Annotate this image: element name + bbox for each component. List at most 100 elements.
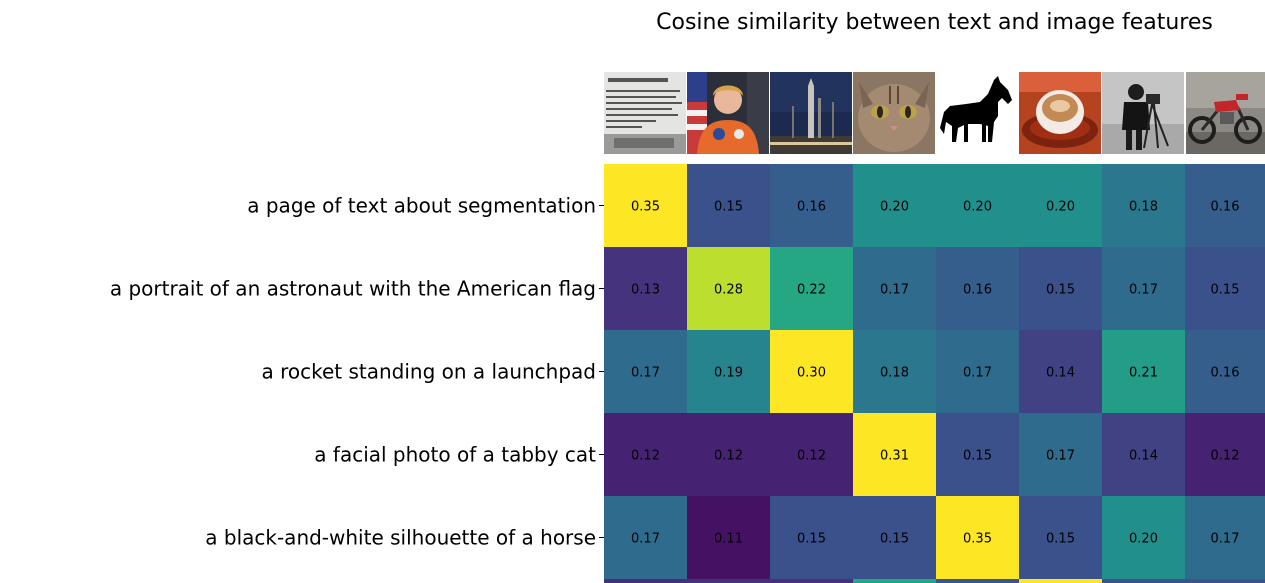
- row-label: a page of text about segmentation: [247, 194, 596, 218]
- cell-value-label: 0.12: [797, 449, 826, 464]
- heatmap-cell: [687, 413, 770, 496]
- cell-value-label: 0.17: [963, 366, 992, 381]
- heatmap-cell: [770, 247, 853, 330]
- heatmap-cell-partial: [1185, 579, 1265, 583]
- heatmap-cell: [770, 496, 853, 579]
- cell-value-label: 0.12: [631, 449, 660, 464]
- cell-value-label: 0.17: [1211, 532, 1240, 547]
- cell-value-label: 0.15: [797, 532, 826, 547]
- heatmap-cell: [1185, 164, 1265, 247]
- heatmap-cell: [1102, 330, 1185, 413]
- motorcycle-image: [1186, 72, 1265, 154]
- cell-value-label: 0.35: [631, 200, 660, 215]
- heatmap-cell: [1019, 164, 1102, 247]
- heatmap-cell: [853, 247, 936, 330]
- cell-value-label: 0.22: [797, 283, 826, 298]
- heatmap-value-labels: 0.35 0.15 0.16 0.20 0.20 0.20 0.18 0.16 0.13 0.28…: [631, 200, 1239, 547]
- row-label: a facial photo of a tabby cat: [314, 443, 596, 467]
- heatmap-cell: [1019, 496, 1102, 579]
- cell-value-label: 0.15: [714, 200, 743, 215]
- heatmap-cell: [1102, 247, 1185, 330]
- cell-value-label: 0.20: [963, 200, 992, 215]
- horse-image: [936, 72, 1018, 154]
- rocket-image: [770, 72, 852, 154]
- astronaut-image: [687, 72, 769, 154]
- heatmap-cell: [1185, 413, 1265, 496]
- heatmap-cell-partial: [604, 579, 687, 583]
- cameraman-image: [1102, 72, 1184, 154]
- cell-value-label: 0.15: [1046, 532, 1075, 547]
- cell-value-label: 0.20: [1046, 200, 1075, 215]
- heatmap-cell: [604, 496, 687, 579]
- row-label: a rocket standing on a launchpad: [261, 360, 596, 384]
- cell-value-label: 0.28: [714, 283, 743, 298]
- row-label: a black-and-white silhouette of a horse: [205, 526, 596, 550]
- cell-value-label: 0.17: [631, 532, 660, 547]
- heatmap-cell: [770, 413, 853, 496]
- heatmap-cell: [604, 247, 687, 330]
- cell-value-label: 0.18: [1129, 200, 1158, 215]
- heatmap-cell: [1019, 330, 1102, 413]
- heatmap-cell: [936, 164, 1019, 247]
- row-label: a portrait of an astronaut with the Amer…: [110, 277, 596, 301]
- cell-value-label: 0.14: [1046, 366, 1075, 381]
- heatmap-cell: [936, 413, 1019, 496]
- cell-value-label: 0.17: [1129, 283, 1158, 298]
- heatmap-cell: [853, 330, 936, 413]
- cell-value-label: 0.21: [1129, 366, 1158, 381]
- cell-value-label: 0.19: [714, 366, 743, 381]
- heatmap-cell-partial: [770, 579, 853, 583]
- heatmap-cell: [1185, 247, 1265, 330]
- chart-title: Cosine similarity between text and image…: [656, 10, 1213, 35]
- cell-value-label: 0.18: [880, 366, 909, 381]
- cat-image: [853, 72, 935, 154]
- heatmap-cell: [853, 164, 936, 247]
- heatmap-cell-partial: [1019, 579, 1102, 583]
- cell-value-label: 0.30: [797, 366, 826, 381]
- heatmap-cell: [853, 413, 936, 496]
- heatmap-cell: [936, 330, 1019, 413]
- heatmap-cell: [770, 330, 853, 413]
- cell-value-label: 0.12: [714, 449, 743, 464]
- heatmap-cell: [687, 164, 770, 247]
- heatmap-cell: [604, 330, 687, 413]
- row-labels: a page of text about segmentation a portr…: [110, 194, 604, 550]
- cell-value-label: 0.31: [880, 449, 909, 464]
- heatmap-cell-partial: [1102, 579, 1185, 583]
- heatmap-cell: [687, 330, 770, 413]
- cell-value-label: 0.12: [1211, 449, 1240, 464]
- heatmap-cell: [687, 496, 770, 579]
- cell-value-label: 0.16: [797, 200, 826, 215]
- text-page-image: [604, 72, 686, 154]
- heatmap-cell: [604, 164, 687, 247]
- heatmap-cell: [853, 496, 936, 579]
- cell-value-label: 0.14: [1129, 449, 1158, 464]
- heatmap-cell: [1102, 413, 1185, 496]
- cell-value-label: 0.13: [631, 283, 660, 298]
- heatmap-cell: [1019, 413, 1102, 496]
- heatmap-cell: [687, 247, 770, 330]
- heatmap-cell: [1102, 496, 1185, 579]
- heatmap-cells: [604, 164, 1265, 583]
- heatmap-cell: [770, 164, 853, 247]
- heatmap-cell-partial: [687, 579, 770, 583]
- heatmap-cell: [1185, 496, 1265, 579]
- cell-value-label: 0.16: [1211, 366, 1240, 381]
- cell-value-label: 0.16: [963, 283, 992, 298]
- heatmap-cell-partial: [853, 579, 936, 583]
- coffee-image: [1019, 72, 1101, 154]
- cell-value-label: 0.15: [1046, 283, 1075, 298]
- cell-value-label: 0.35: [963, 532, 992, 547]
- heatmap-cell-partial: [936, 579, 1019, 583]
- cell-value-label: 0.15: [880, 532, 909, 547]
- cell-value-label: 0.17: [880, 283, 909, 298]
- heatmap-cell: [1185, 330, 1265, 413]
- cell-value-label: 0.16: [1211, 200, 1240, 215]
- cell-value-label: 0.20: [1129, 532, 1158, 547]
- cell-value-label: 0.15: [1211, 283, 1240, 298]
- heatmap-cell: [1019, 247, 1102, 330]
- cell-value-label: 0.11: [714, 532, 743, 547]
- heatmap-cell: [936, 496, 1019, 579]
- cell-value-label: 0.15: [963, 449, 992, 464]
